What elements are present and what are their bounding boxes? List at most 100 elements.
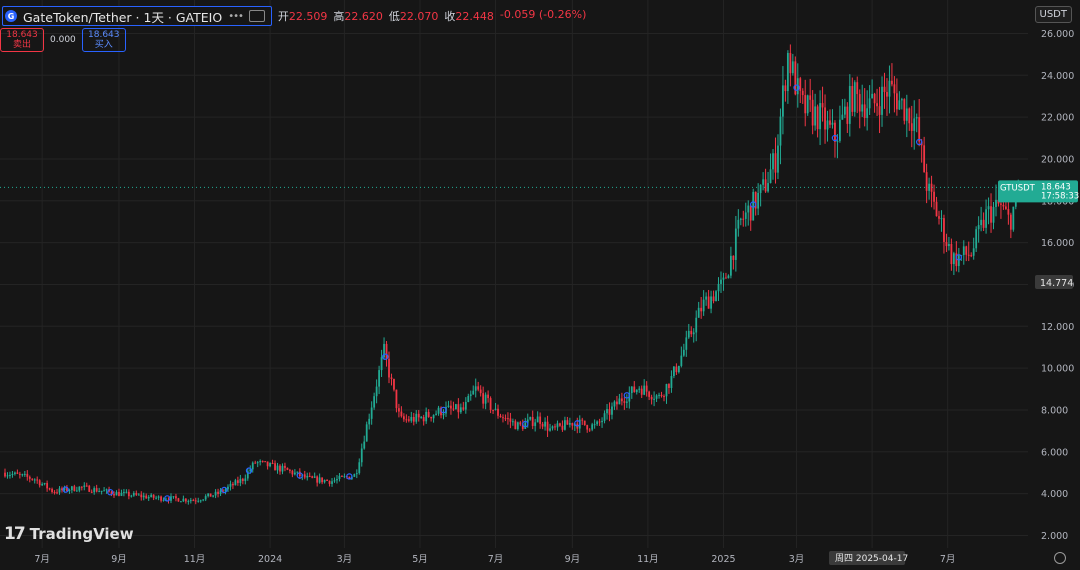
candle-body	[63, 487, 66, 491]
candle-body	[980, 219, 983, 226]
candle-body	[90, 491, 93, 493]
candle-body	[214, 491, 217, 496]
symbol-box[interactable]: G GateToken/Tether · 1天 · GATEIO •••	[2, 6, 272, 26]
candle-body	[393, 378, 395, 390]
candle-body	[536, 416, 539, 423]
candle-body	[687, 330, 690, 338]
candle-body	[175, 496, 177, 499]
candle-body	[1009, 214, 1012, 230]
candle-body	[841, 114, 844, 120]
candle-body	[549, 428, 551, 431]
candle-body	[851, 86, 854, 112]
candle-body	[484, 394, 487, 404]
candle-body	[489, 398, 492, 410]
low-value: 低22.070	[388, 10, 439, 23]
candle-body	[682, 349, 685, 356]
candle-body	[952, 253, 955, 265]
candle-body	[829, 120, 831, 125]
candle-body	[199, 500, 202, 502]
candle-body	[754, 191, 757, 209]
candle-body	[502, 417, 504, 419]
candle-body	[115, 491, 118, 496]
candle-body	[36, 479, 39, 481]
candle-body	[427, 411, 430, 417]
candle-body	[891, 80, 893, 85]
candle-body	[551, 426, 554, 429]
candle-body	[982, 219, 985, 228]
candle-body	[462, 407, 465, 410]
candle-body	[68, 490, 71, 492]
candle-body	[990, 206, 992, 223]
candle-body	[197, 500, 200, 502]
candle-body	[680, 355, 683, 366]
candle-body	[373, 396, 376, 408]
candle-body	[1000, 203, 1002, 205]
candle-body	[720, 279, 722, 284]
candle-body	[943, 218, 945, 242]
buy-label: 买入	[94, 40, 113, 50]
candle-body	[668, 384, 670, 388]
candle-body	[457, 404, 460, 413]
candle-body	[244, 478, 247, 481]
candle-body	[732, 255, 735, 260]
candle-body	[239, 478, 242, 483]
candles	[4, 44, 1020, 505]
candle-body	[784, 85, 787, 92]
candle-body	[821, 103, 824, 108]
candle-body	[816, 106, 819, 130]
candle-body	[95, 488, 98, 492]
event-marker	[296, 472, 304, 479]
x-tick-label: 9月	[111, 554, 127, 565]
candle-body	[546, 421, 549, 431]
candle-body	[323, 480, 326, 483]
sell-button[interactable]: 18.643 卖出	[0, 28, 44, 52]
candle-body	[603, 413, 606, 421]
y-tick-label: 24.000	[1041, 71, 1074, 82]
candle-body	[46, 483, 49, 489]
candle-body	[1007, 208, 1010, 215]
candle-body	[794, 61, 797, 95]
candle-body	[430, 416, 433, 419]
candle-body	[482, 393, 485, 404]
settings-icon[interactable]	[1054, 552, 1066, 564]
event-marker	[623, 392, 631, 399]
candle-body	[948, 243, 950, 247]
candle-body	[962, 246, 965, 255]
candle-body	[933, 191, 935, 202]
candle-body	[747, 205, 750, 213]
candle-body	[863, 104, 866, 118]
candle-body	[673, 366, 675, 377]
candle-body	[957, 255, 960, 267]
more-options-icon[interactable]: •••	[228, 10, 244, 22]
candle-body	[972, 248, 975, 256]
candle-body	[202, 499, 205, 501]
candle-body	[207, 493, 210, 497]
currency-button[interactable]: USDT	[1034, 6, 1072, 23]
candle-body	[224, 489, 227, 492]
candle-body	[843, 106, 846, 115]
buy-button[interactable]: 18.643 买入	[81, 28, 126, 52]
candle-body	[539, 416, 542, 424]
event-marker	[107, 489, 114, 496]
candle-body	[11, 473, 14, 475]
x-tick-label: 3月	[789, 554, 805, 565]
candle-body	[360, 448, 363, 463]
candle-body	[234, 480, 237, 486]
hide-legend-icon[interactable]	[248, 10, 265, 22]
candle-body	[586, 425, 589, 430]
candle-body	[217, 491, 219, 494]
sell-label: 卖出	[12, 40, 31, 50]
candle-body	[630, 386, 633, 394]
candle-body	[923, 145, 926, 173]
candle-body	[613, 401, 616, 407]
candle-body	[236, 480, 239, 483]
candle-body	[970, 255, 973, 257]
candle-body	[56, 492, 58, 494]
buy-price: 18.643	[88, 30, 120, 40]
spread-value: 0.000	[50, 35, 76, 45]
candle-body	[70, 486, 73, 491]
candle-body	[593, 424, 596, 426]
candle-body	[184, 498, 187, 502]
candle-body	[786, 52, 789, 92]
